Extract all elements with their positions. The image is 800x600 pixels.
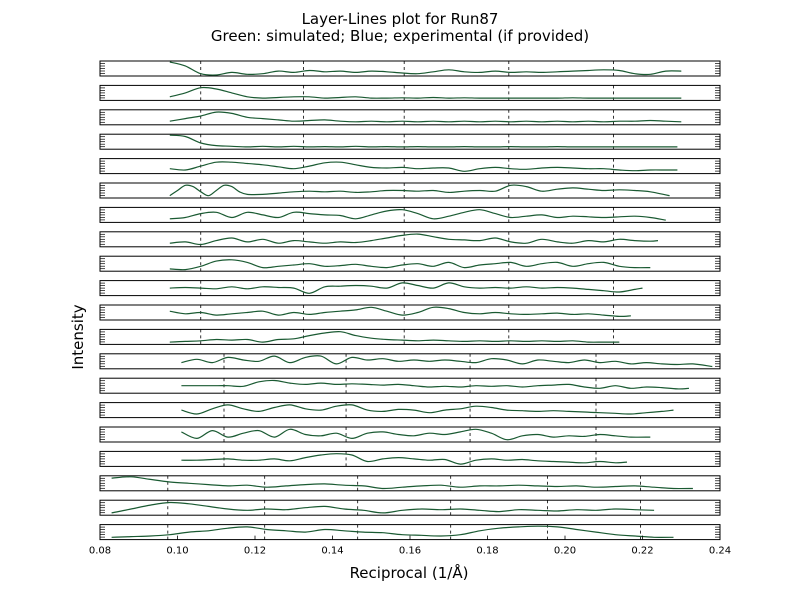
panel-15-frame: [99, 402, 721, 419]
x-tick-label: 0.18: [476, 546, 498, 557]
panel-10-frame: [99, 280, 721, 297]
panel-9: [99, 255, 721, 272]
x-axis-label: Reciprocal (1/Å): [350, 563, 469, 582]
panel-13-frame: [99, 353, 721, 370]
panel-17: [99, 450, 721, 467]
y-axis-label: Intensity: [69, 304, 87, 369]
panel-1-series-1-line: [169, 61, 682, 76]
panel-17-series-1-line: [181, 453, 628, 465]
panel-11-frame: [99, 304, 721, 321]
panel-1-frame: [99, 60, 721, 77]
x-tick-label: 0.10: [166, 546, 188, 557]
panel-16-series-1-line: [181, 428, 651, 441]
panel-5: [99, 158, 721, 175]
x-axis: 0.08 0.10 0.12 0.14 0.16 0.18 0.20 0.22 0.24: [89, 535, 731, 557]
chart-subtitle: Green: simulated; Blue; experimental (if…: [211, 27, 589, 45]
panel-18-series-1-line: [111, 476, 693, 490]
panel-3-series-1-line: [169, 111, 682, 123]
panel-8-frame: [99, 231, 721, 248]
panel-19-frame: [99, 499, 721, 516]
panel-2: [99, 84, 721, 101]
panel-6: [99, 182, 721, 199]
x-tick-label: 0.22: [631, 546, 653, 557]
panel-9-series-1-line: [169, 259, 651, 271]
panel-6-frame: [99, 182, 721, 199]
panel-15-series-1-line: [181, 404, 674, 415]
panel-8-series-1-line: [169, 233, 659, 246]
panel-4-frame: [99, 133, 721, 150]
x-tick-label: 0.20: [554, 546, 576, 557]
panel-14-series-1-line: [181, 379, 690, 390]
panel-17-frame: [99, 450, 721, 467]
x-tick-label: 0.16: [399, 546, 421, 557]
panel-3: [99, 109, 721, 126]
panel-14-frame: [99, 377, 721, 394]
panel-18-frame: [99, 475, 721, 492]
panel-10: [99, 280, 721, 297]
panel-16-frame: [99, 426, 721, 443]
panel-2-series-1-line: [169, 86, 682, 99]
panel-4: [99, 133, 721, 150]
panel-7-series-1-line: [169, 209, 666, 221]
chart-title: Layer-Lines plot for Run87: [302, 10, 499, 28]
panel-7: [99, 206, 721, 223]
panels-group: [99, 60, 721, 541]
panel-19: [99, 499, 721, 516]
panel-5-frame: [99, 158, 721, 175]
x-tick-label: 0.12: [244, 546, 266, 557]
x-tick-label: 0.14: [321, 546, 343, 557]
panel-3-frame: [99, 109, 721, 126]
panel-20-series-1-line: [111, 525, 674, 538]
panel-14: [99, 377, 721, 394]
x-tick-label: 0.08: [89, 546, 111, 557]
panel-13-series-1-line: [181, 355, 713, 368]
panel-12-series-1-line: [169, 331, 620, 343]
panel-9-frame: [99, 255, 721, 272]
panel-6-series-1-line: [169, 184, 670, 197]
panel-2-frame: [99, 84, 721, 101]
panel-11-series-1-line: [169, 306, 631, 318]
x-tick-label: 0.24: [709, 546, 731, 557]
panel-11: [99, 304, 721, 321]
panel-10-series-1-line: [169, 282, 643, 294]
panel-4-series-1-line: [169, 134, 678, 148]
panel-19-series-1-line: [111, 501, 655, 514]
panel-13: [99, 353, 721, 370]
panel-1: [99, 60, 721, 77]
panel-5-series-1-line: [169, 161, 678, 172]
panel-15: [99, 402, 721, 419]
panel-16: [99, 426, 721, 443]
panel-12: [99, 328, 721, 345]
panel-12-frame: [99, 328, 721, 345]
panel-7-frame: [99, 206, 721, 223]
panel-8: [99, 231, 721, 248]
panel-18: [99, 475, 721, 492]
